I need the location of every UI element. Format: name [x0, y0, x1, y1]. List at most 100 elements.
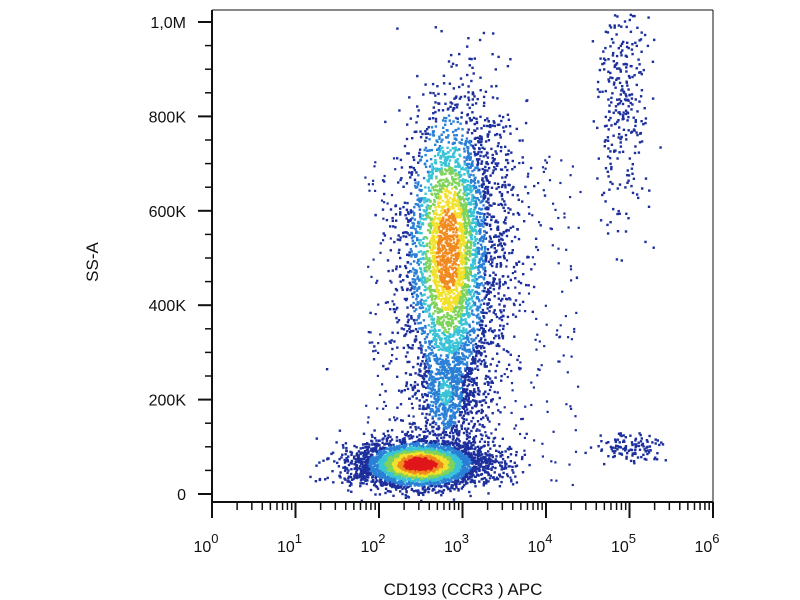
data-point	[499, 475, 502, 478]
data-point	[430, 162, 433, 166]
data-point	[477, 313, 480, 316]
data-point	[470, 380, 473, 383]
data-point	[389, 454, 392, 457]
data-point	[476, 127, 479, 130]
data-point	[428, 457, 431, 460]
data-point	[364, 464, 367, 468]
data-point	[449, 383, 452, 386]
data-point	[412, 253, 415, 256]
data-point	[479, 465, 482, 468]
data-point	[473, 441, 477, 444]
data-point	[463, 484, 466, 487]
data-point	[416, 483, 419, 486]
data-point	[381, 452, 385, 455]
data-point	[348, 484, 352, 487]
data-point	[432, 479, 436, 482]
data-point	[465, 289, 469, 292]
data-point	[450, 447, 454, 451]
data-point	[455, 106, 459, 109]
data-point	[447, 271, 451, 275]
data-point	[371, 440, 374, 443]
data-point	[390, 470, 393, 473]
data-point	[478, 448, 481, 451]
data-point	[364, 446, 367, 449]
data-point	[339, 471, 342, 474]
data-point	[463, 466, 466, 469]
data-point	[415, 489, 419, 493]
data-point	[430, 382, 433, 385]
data-point	[454, 472, 458, 475]
data-point	[505, 462, 508, 466]
data-point	[424, 310, 427, 313]
data-point	[512, 471, 515, 474]
data-point	[432, 279, 435, 282]
data-point	[497, 244, 500, 247]
data-point	[412, 490, 416, 493]
data-point	[416, 105, 419, 108]
data-point	[442, 268, 446, 272]
data-point	[433, 447, 437, 451]
data-point	[404, 448, 407, 452]
data-point	[425, 427, 428, 430]
data-point	[386, 468, 390, 471]
data-point	[411, 475, 414, 479]
data-point	[487, 454, 490, 457]
data-point	[390, 429, 394, 432]
data-point	[332, 481, 335, 484]
data-point	[493, 247, 496, 250]
data-point	[493, 121, 496, 124]
data-point	[366, 461, 369, 464]
data-point	[396, 477, 399, 480]
data-point	[491, 244, 494, 247]
data-point	[433, 481, 436, 485]
data-point	[367, 452, 370, 455]
data-point	[379, 483, 383, 486]
data-point	[428, 432, 431, 435]
data-point	[433, 298, 437, 301]
data-point	[471, 144, 474, 148]
data-point	[462, 458, 465, 462]
data-point	[427, 223, 430, 226]
data-point	[401, 469, 404, 472]
data-point	[397, 447, 400, 450]
data-point	[500, 461, 503, 464]
data-point	[415, 470, 419, 473]
data-point	[422, 474, 426, 477]
data-point	[404, 477, 407, 480]
data-point	[420, 454, 423, 458]
data-point	[425, 474, 428, 478]
data-point	[400, 485, 403, 488]
data-point	[375, 439, 378, 442]
data-point	[494, 313, 497, 316]
data-point	[446, 283, 449, 286]
data-point	[355, 464, 359, 467]
data-point	[428, 266, 432, 269]
data-point	[495, 315, 499, 319]
data-point	[443, 224, 447, 227]
data-point	[436, 469, 439, 473]
data-point	[417, 489, 420, 492]
data-point	[440, 209, 443, 213]
data-point	[425, 479, 428, 483]
data-point	[463, 461, 467, 464]
data-point	[432, 317, 435, 321]
data-point	[406, 152, 409, 155]
data-point	[404, 444, 407, 448]
data-point	[337, 465, 341, 468]
data-point	[466, 478, 470, 481]
data-point	[493, 182, 497, 185]
data-point	[486, 192, 489, 195]
data-point	[411, 455, 414, 458]
data-point	[462, 474, 465, 477]
data-point	[429, 445, 433, 448]
data-point	[360, 477, 363, 480]
data-point	[431, 443, 434, 446]
data-point	[427, 445, 430, 448]
data-point	[412, 457, 415, 460]
data-point	[395, 465, 398, 469]
data-point	[338, 474, 341, 478]
data-point	[498, 123, 501, 126]
data-point	[367, 468, 371, 471]
data-point	[423, 464, 427, 467]
data-point	[433, 281, 436, 284]
